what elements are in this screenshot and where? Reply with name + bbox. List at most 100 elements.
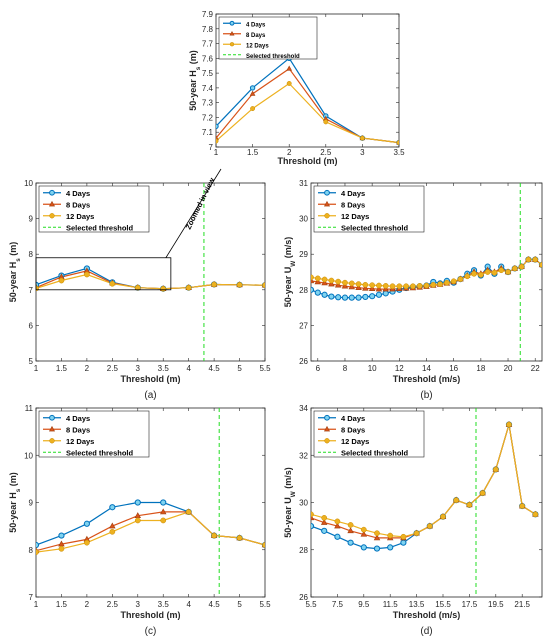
data-point-12-days — [471, 270, 477, 277]
x-axis-label: Threshold (m) — [121, 610, 181, 620]
data-point-12-days — [323, 119, 329, 125]
data-point-12-days — [58, 545, 65, 552]
data-point-4-days — [360, 544, 367, 551]
data-point-4-days — [36, 541, 40, 549]
x-tick-label: 20 — [504, 364, 513, 373]
legend-box — [313, 410, 425, 458]
data-point-12-days — [519, 503, 526, 509]
legend-box — [38, 185, 150, 233]
x-tick-label: 19.5 — [488, 600, 504, 609]
x-tick-label: 7.5 — [332, 600, 344, 609]
y-tick-label: 7.9 — [202, 10, 214, 19]
legend-marker — [229, 42, 235, 47]
x-tick-label: 1 — [34, 364, 39, 373]
y-tick-label: 7.4 — [202, 84, 214, 93]
legend-label: Selected threshold — [66, 448, 134, 457]
data-point-12-days — [328, 277, 335, 284]
x-tick-label: 1.5 — [56, 364, 68, 373]
data-point-12-days — [410, 283, 416, 290]
data-point-12-days — [216, 138, 219, 144]
data-point-12-days — [396, 140, 399, 146]
data-point-12-days — [321, 515, 328, 521]
data-point-12-days — [262, 282, 265, 289]
x-tick-label: 3.5 — [393, 148, 405, 157]
x-tick-label: 4 — [186, 600, 191, 609]
legend: 4 Days 8 Days 12 Days Selected threshold — [313, 410, 425, 458]
data-point-12-days — [400, 533, 407, 540]
data-point-4-days — [334, 533, 341, 540]
series-line-12-days — [36, 511, 265, 553]
data-point-12-days — [311, 511, 314, 518]
data-point-12-days — [134, 284, 141, 291]
panel-label: (a) — [144, 390, 156, 401]
legend-label: 8 Days — [341, 200, 365, 209]
data-point-12-days — [387, 532, 394, 539]
x-tick-label: 2.5 — [320, 148, 332, 157]
y-tick-label: 8 — [29, 250, 34, 259]
data-point-4-days — [311, 286, 315, 293]
data-point-4-days — [382, 290, 389, 297]
data-point-4-days — [314, 289, 321, 296]
y-tick-label: 9 — [29, 499, 34, 508]
x-tick-label: 18 — [476, 364, 485, 373]
data-point-12-days — [466, 502, 473, 508]
legend: 4 Days 8 Days 12 Days Selected threshold — [218, 16, 318, 60]
x-tick-label: 17.5 — [462, 600, 478, 609]
x-tick-label: 1 — [34, 600, 39, 609]
legend-label: 4 Days — [66, 414, 90, 423]
series-group — [36, 265, 265, 292]
data-point-12-days — [262, 542, 265, 548]
x-tick-label: 2.5 — [107, 600, 119, 609]
data-point-12-days — [109, 280, 116, 287]
legend: 4 Days 8 Days 12 Days Selected threshold — [38, 410, 150, 458]
data-point-8-days — [286, 65, 293, 71]
x-tick-label: 3.5 — [158, 364, 170, 373]
data-point-12-days — [484, 269, 491, 275]
legend-label: 8 Days — [341, 425, 365, 434]
data-point-12-days — [525, 256, 532, 263]
y-tick-label: 7.7 — [202, 40, 214, 49]
y-tick-label: 31 — [299, 179, 308, 188]
data-point-4-days — [249, 85, 256, 91]
data-point-8-days — [320, 518, 328, 525]
y-axis-label: 50-year UW (m/s) — [283, 237, 297, 308]
data-point-12-days — [185, 284, 192, 291]
legend-label: Selected threshold — [66, 223, 134, 232]
data-point-8-days — [249, 90, 256, 96]
data-point-12-days — [416, 283, 423, 289]
y-tick-label: 5 — [29, 357, 34, 366]
legend-label: 8 Days — [66, 200, 90, 209]
y-tick-label: 7.1 — [202, 128, 214, 137]
y-tick-label: 26 — [299, 593, 308, 602]
data-point-4-days — [328, 293, 335, 300]
x-tick-label: 10 — [368, 364, 377, 373]
data-point-4-days — [58, 532, 65, 539]
zoom-connector — [165, 168, 222, 258]
y-tick-label: 32 — [299, 451, 308, 460]
legend: 4 Days 8 Days 12 Days Selected threshold — [38, 185, 150, 233]
legend-marker — [49, 414, 55, 421]
chart-b: 6 8 10 12 14 16 18 20 22 26 27 28 29 30 31 Threshold (m… — [283, 179, 543, 401]
y-tick-label: 7.3 — [202, 99, 214, 108]
y-tick-label: 6 — [29, 321, 34, 330]
series-line-12-days — [216, 82, 399, 144]
y-tick-label: 10 — [24, 179, 33, 188]
y-tick-label: 27 — [299, 321, 308, 330]
data-point-12-days — [389, 283, 396, 290]
data-point-4-days — [134, 499, 141, 506]
x-tick-label: 2 — [85, 364, 90, 373]
data-point-12-days — [355, 281, 362, 287]
data-point-12-days — [426, 523, 433, 529]
legend-label: 8 Days — [246, 33, 266, 39]
data-point-8-days — [341, 282, 349, 289]
legend-marker — [324, 213, 330, 219]
data-point-12-days — [423, 282, 430, 289]
data-point-12-days — [464, 273, 471, 280]
legend-marker — [323, 425, 331, 432]
data-point-12-days — [492, 466, 499, 473]
chart-d: 5.5 7.5 9.5 11.5 13.5 15.5 17.5 19.5 21.5 26 28 30 3… — [283, 404, 543, 636]
data-point-12-days — [539, 262, 542, 268]
y-tick-label: 8 — [29, 546, 34, 555]
data-point-12-days — [453, 497, 460, 503]
data-point-12-days — [342, 279, 348, 286]
